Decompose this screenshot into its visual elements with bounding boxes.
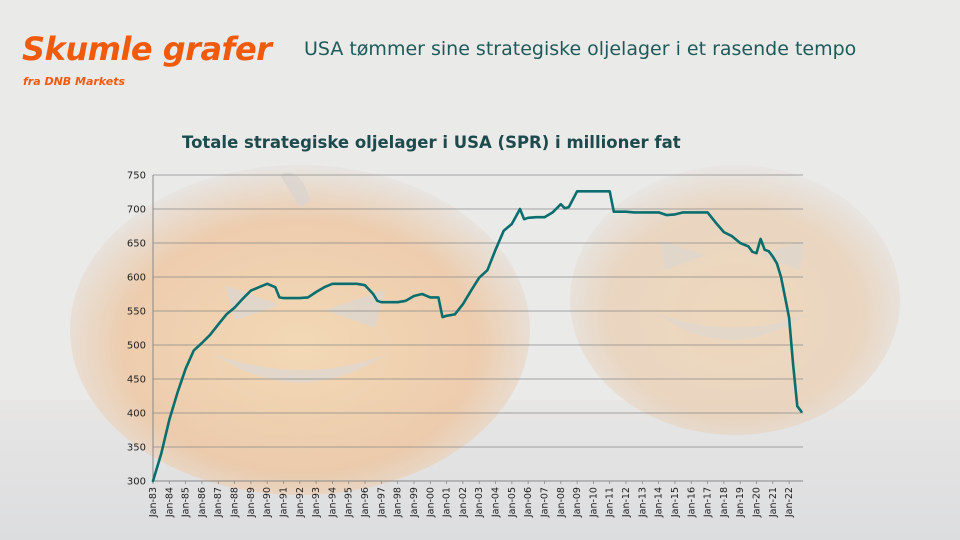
y-tick-label: 500 (127, 341, 146, 352)
x-tick-label: Jan-17 (703, 487, 714, 518)
y-tick-label: 400 (127, 409, 146, 420)
x-tick-label: Jan-13 (637, 487, 648, 518)
y-tick-label: 300 (127, 477, 146, 488)
x-tick-label: Jan-92 (295, 487, 306, 518)
x-tick-label: Jan-03 (474, 487, 485, 518)
x-tick-label: Jan-06 (523, 487, 534, 518)
brand-subtitle: fra DNB Markets (23, 75, 125, 88)
x-tick-label: Jan-04 (491, 487, 502, 518)
x-tick-label: Jan-07 (539, 487, 550, 518)
x-tick-label: Jan-94 (327, 487, 338, 518)
x-tick-label: Jan-01 (442, 487, 453, 518)
x-tick-label: Jan-02 (458, 487, 469, 518)
x-tick-label: Jan-89 (246, 487, 257, 518)
x-tick-label: Jan-84 (164, 487, 175, 518)
x-tick-label: Jan-14 (654, 487, 665, 518)
y-tick-label: 350 (127, 443, 146, 454)
chart-title: Totale strategiske oljelager i USA (SPR)… (182, 133, 681, 152)
x-tick-label: Jan-12 (621, 487, 632, 518)
x-tick-label: Jan-99 (409, 487, 420, 518)
x-tick-label: Jan-22 (784, 487, 795, 518)
x-tick-label: Jan-00 (425, 487, 436, 518)
y-tick-label: 700 (127, 205, 146, 216)
x-tick-label: Jan-05 (507, 487, 518, 518)
x-tick-label: Jan-91 (278, 487, 289, 518)
x-tick-label: Jan-11 (605, 487, 616, 518)
x-tick-label: Jan-98 (393, 487, 404, 518)
x-tick-label: Jan-87 (213, 487, 224, 518)
x-tick-label: Jan-90 (262, 487, 273, 518)
x-tick-label: Jan-93 (311, 487, 322, 518)
y-tick-label: 450 (127, 375, 146, 386)
x-tick-label: Jan-21 (768, 487, 779, 518)
x-tick-label: Jan-95 (344, 487, 355, 518)
x-tick-label: Jan-96 (360, 487, 371, 518)
x-tick-label: Jan-83 (148, 487, 159, 518)
x-tick-label: Jan-86 (197, 487, 208, 518)
x-tick-label: Jan-97 (376, 487, 387, 518)
x-tick-label: Jan-85 (181, 487, 192, 518)
x-tick-label: Jan-08 (556, 487, 567, 518)
slide-headline: USA tømmer sine strategiske oljelager i … (304, 38, 857, 60)
series-line-spr (151, 190, 803, 483)
x-tick-label: Jan-09 (572, 487, 583, 518)
y-tick-label: 750 (127, 171, 146, 182)
x-tick-label: Jan-18 (719, 487, 730, 518)
brand-title: Skumle grafer (22, 30, 272, 68)
x-tick-label: Jan-88 (230, 487, 241, 518)
x-tick-label: Jan-15 (670, 487, 681, 518)
x-tick-label: Jan-16 (686, 487, 697, 518)
x-tick-label: Jan-20 (752, 487, 763, 518)
x-tick-label: Jan-19 (735, 487, 746, 518)
x-tick-label: Jan-10 (588, 487, 599, 518)
y-tick-label: 600 (127, 273, 146, 284)
y-tick-label: 550 (127, 307, 146, 318)
y-tick-label: 650 (127, 239, 146, 250)
